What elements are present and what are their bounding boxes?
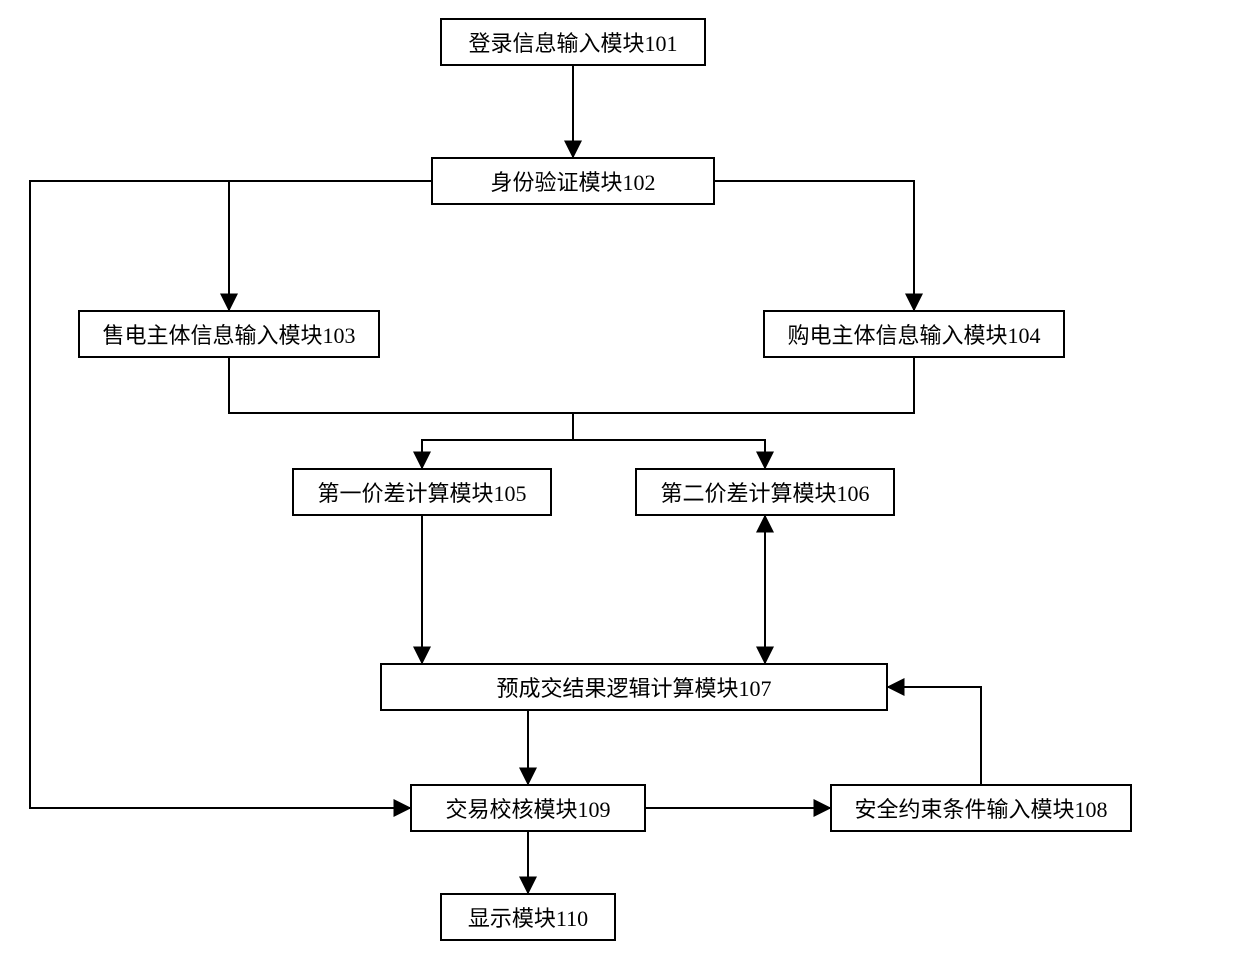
node-104: 购电主体信息输入模块104	[763, 310, 1065, 358]
node-103-label: 售电主体信息输入模块103	[102, 318, 355, 350]
node-110-label: 显示模块110	[468, 901, 588, 933]
node-106-label: 第二价差计算模块106	[660, 476, 869, 508]
node-103: 售电主体信息输入模块103	[78, 310, 380, 358]
node-110: 显示模块110	[440, 893, 616, 941]
node-104-label: 购电主体信息输入模块104	[787, 318, 1040, 350]
node-102-label: 身份验证模块102	[490, 165, 655, 197]
node-105: 第一价差计算模块105	[292, 468, 552, 516]
node-105-label: 第一价差计算模块105	[317, 476, 526, 508]
node-101-label: 登录信息输入模块101	[468, 26, 677, 58]
node-107: 预成交结果逻辑计算模块107	[380, 663, 888, 711]
node-109: 交易校核模块109	[410, 784, 646, 832]
node-108: 安全约束条件输入模块108	[830, 784, 1132, 832]
node-106: 第二价差计算模块106	[635, 468, 895, 516]
node-101: 登录信息输入模块101	[440, 18, 706, 66]
node-108-label: 安全约束条件输入模块108	[854, 792, 1107, 824]
node-109-label: 交易校核模块109	[445, 792, 610, 824]
node-102: 身份验证模块102	[431, 157, 715, 205]
flowchart-canvas: 登录信息输入模块101 身份验证模块102 售电主体信息输入模块103 购电主体…	[0, 0, 1240, 956]
node-107-label: 预成交结果逻辑计算模块107	[496, 671, 771, 703]
